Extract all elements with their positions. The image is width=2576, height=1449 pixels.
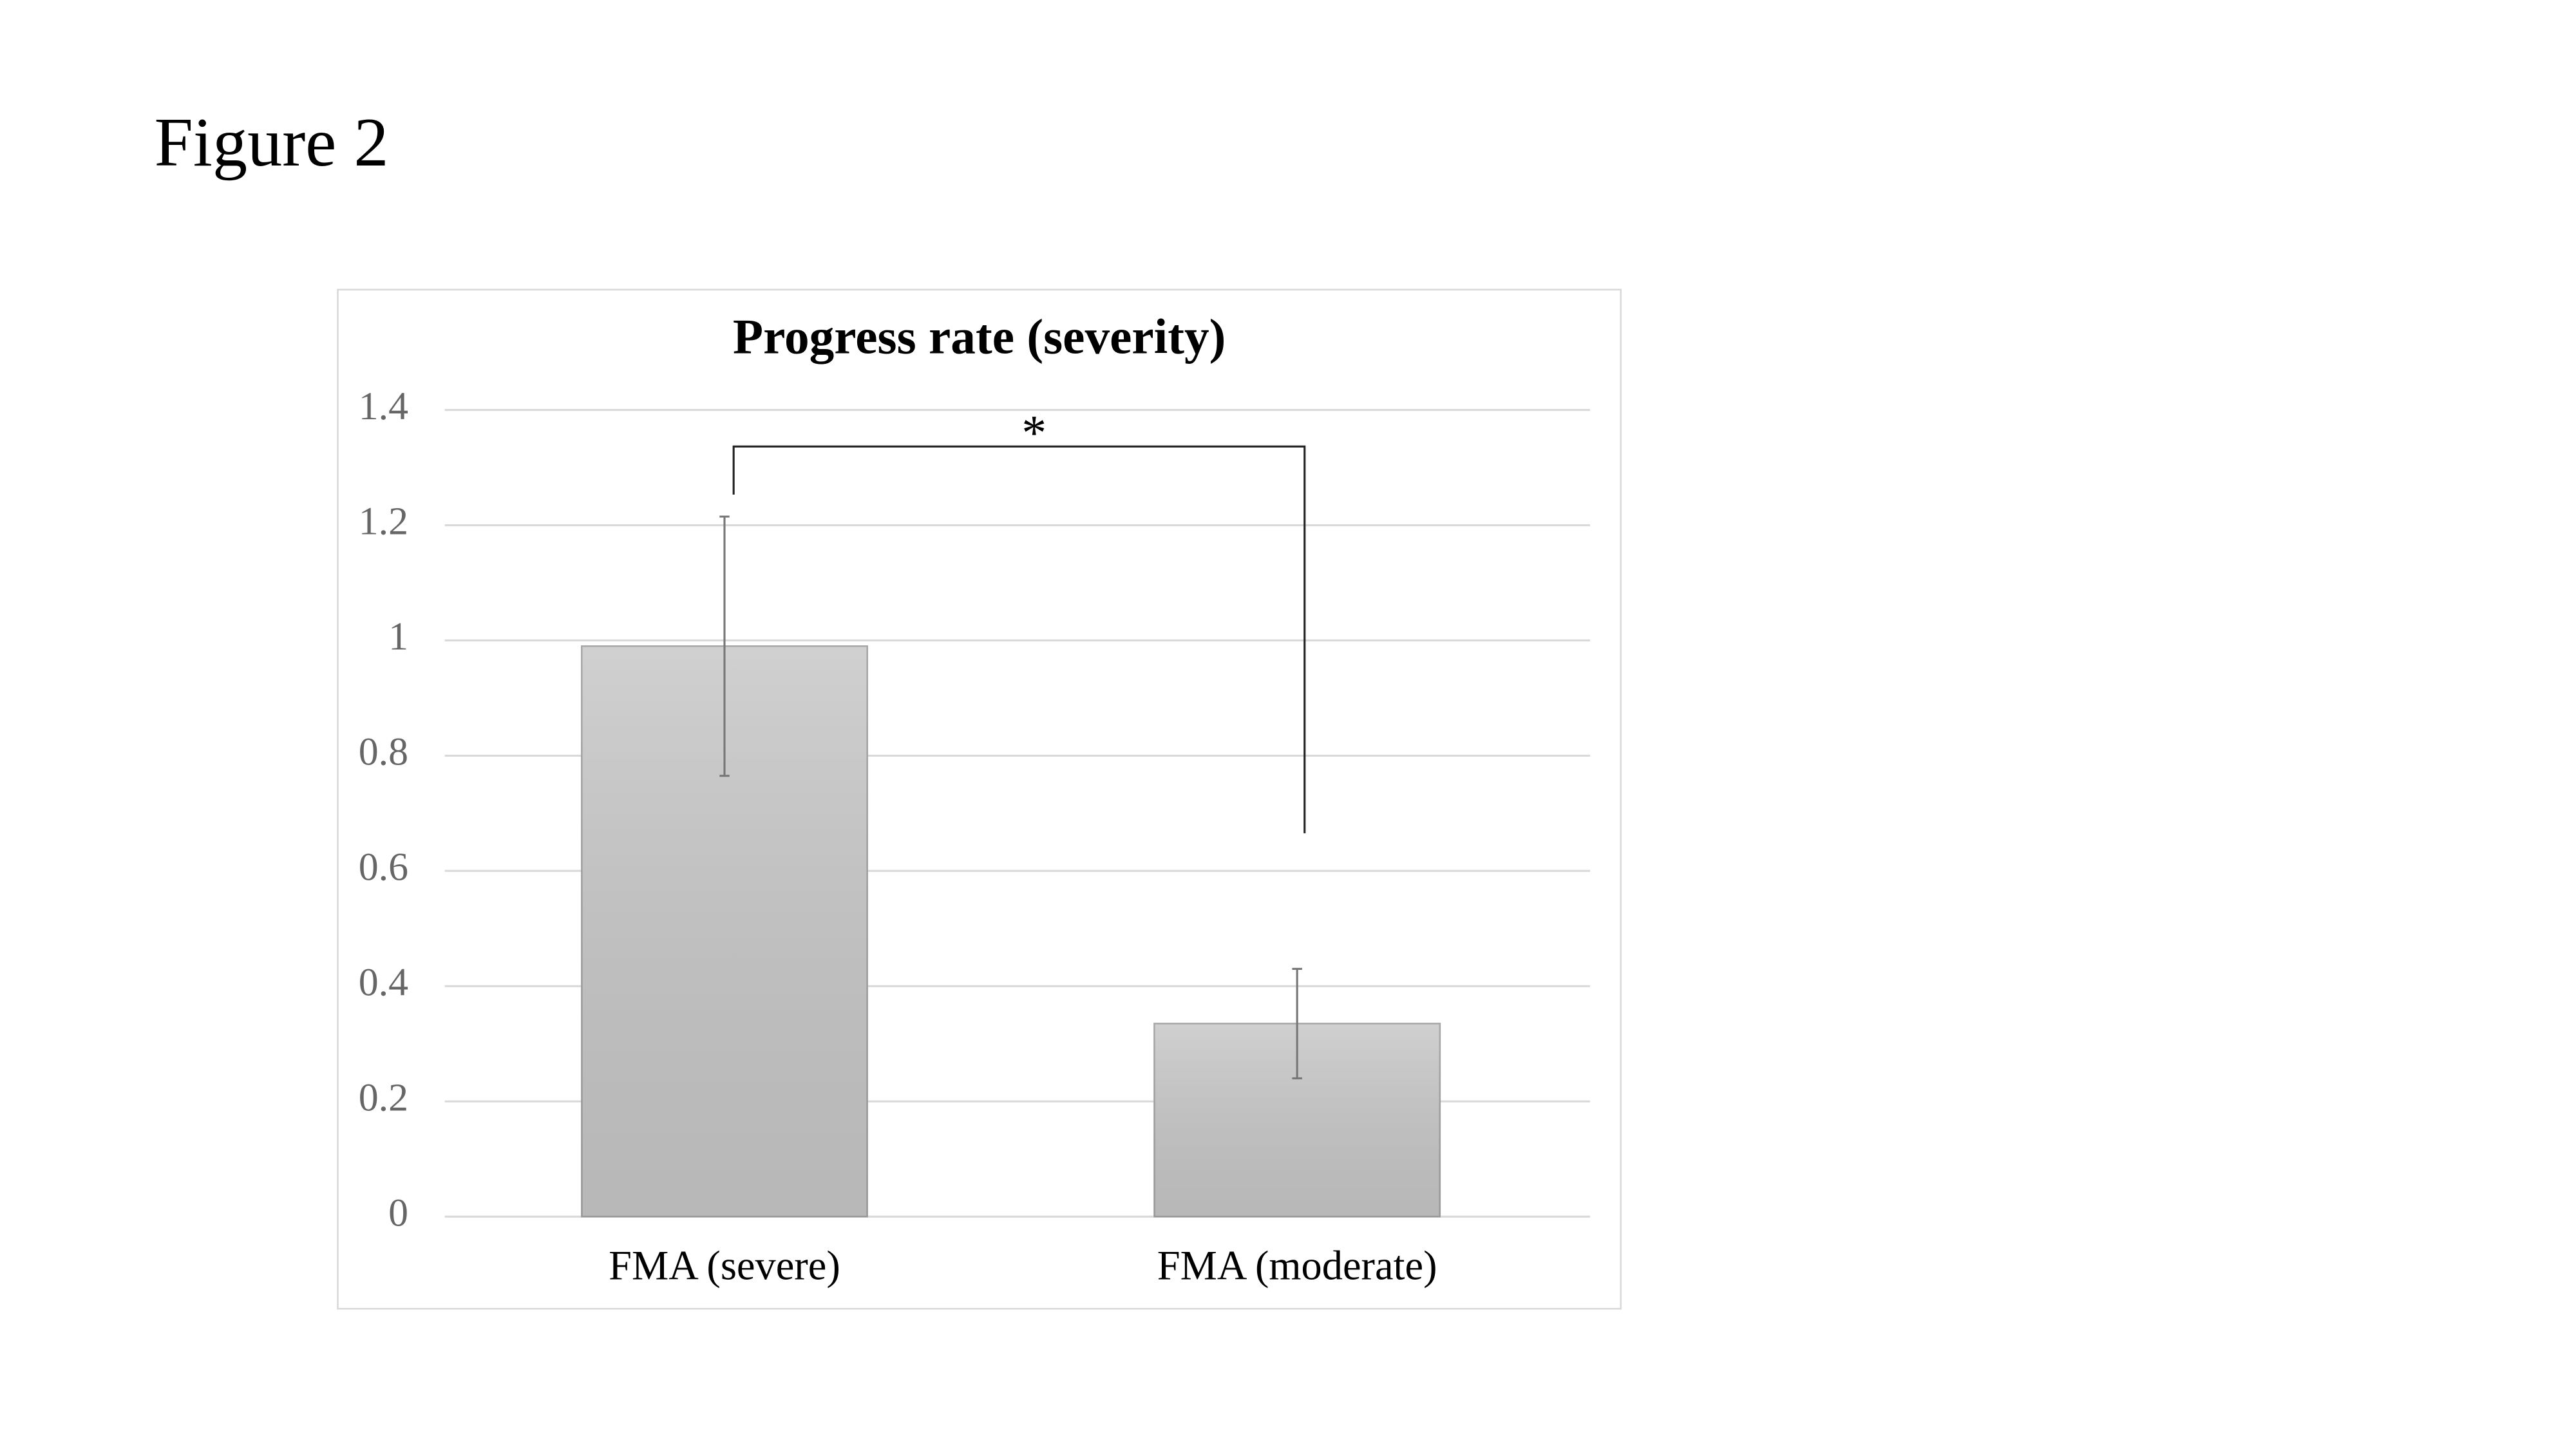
y-tick-label: 1.4 [359,384,408,428]
significance-marker: * [1021,405,1046,460]
plot-area: 0 0.2 0.4 0.6 0.8 1 1.2 1.4 FMA (severe) FMA (mod… [359,384,1591,1288]
y-tick-label: 0.4 [359,960,408,1004]
y-tick-label: 0 [388,1191,408,1235]
chart-title: Progress rate (severity) [733,309,1226,365]
y-tick-label: 0.6 [359,846,408,889]
error-bar [1292,967,1302,1079]
figure-label: Figure 2 [155,104,389,181]
y-tick-label: 1.2 [359,500,408,544]
y-tick-label: 0.8 [359,730,408,774]
error-bar [719,515,730,777]
x-tick-label: FMA (severe) [609,1242,840,1288]
y-tick-label: 0.2 [359,1075,408,1119]
significance-bracket [732,445,1306,833]
x-tick-label: FMA (moderate) [1157,1242,1437,1288]
y-tick-label: 1 [388,615,408,659]
